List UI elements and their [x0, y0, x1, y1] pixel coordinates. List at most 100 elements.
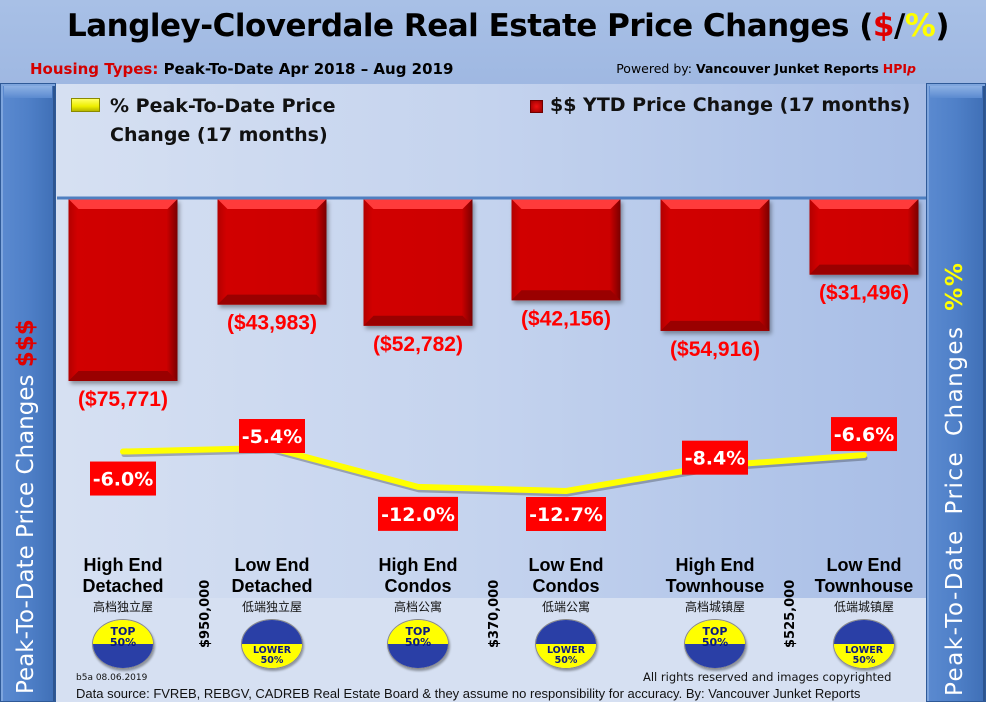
bar-rect: [217, 199, 327, 305]
bar-bevel-top: [660, 199, 770, 209]
pct-label-6: -6.6%: [831, 417, 897, 452]
footer-code: b5a 08.06.2019: [76, 673, 148, 683]
title-slash: /: [893, 8, 905, 44]
category-label: High End Townhouse: [640, 555, 790, 597]
badge-line2: 50%: [260, 655, 284, 666]
footer-source: Data source: FVREB, REBGV, CADREB Real E…: [76, 686, 861, 701]
bar-rect: [363, 199, 473, 326]
pct-label-box: [526, 497, 606, 531]
bar-bevel-bottom: [217, 294, 327, 305]
lower-50-badge-icon: LOWER 50%: [535, 619, 597, 669]
bar-bevel-bottom: [660, 320, 770, 331]
badge-half: [834, 644, 894, 668]
powered-hpi: HPIp: [883, 61, 916, 76]
bar-rect: [511, 199, 621, 301]
pct-label-3: -12.0%: [378, 496, 458, 531]
lower-50-badge-icon: LOWER 50%: [833, 619, 895, 669]
bar-bevel-top: [809, 199, 919, 209]
bar-value-label: ($52,782): [373, 333, 463, 356]
category-line2: Detached: [82, 576, 164, 596]
pct-label-text: -6.6%: [834, 424, 895, 446]
category-line2: Townhouse: [814, 576, 914, 596]
bar-rect: [660, 199, 770, 331]
badge-text: LOWER 50%: [834, 646, 894, 666]
bar-value-label: ($43,983): [227, 312, 317, 335]
category-line1: Low End: [826, 555, 902, 575]
bar-rect: [68, 199, 178, 381]
badge-line2: 50%: [701, 636, 729, 649]
pct-label-box: [682, 440, 748, 475]
bar-5: [660, 199, 770, 331]
badge-half: [93, 644, 153, 668]
bar-value-label: ($31,496): [819, 282, 909, 305]
title-dollar: $: [872, 8, 895, 44]
title-close: ): [935, 8, 950, 44]
badge-half: [242, 620, 302, 644]
category-line1: High End: [675, 555, 755, 575]
right-axis-panel: Peak-To-Date Price Changes %%: [926, 83, 986, 702]
pct-label-text: -8.4%: [685, 448, 746, 470]
bar-value-label: ($54,916): [670, 338, 760, 361]
lower-50-badge-icon: LOWER 50%: [241, 619, 303, 669]
badge-half: [388, 644, 448, 668]
bar-value-label: ($75,771): [78, 388, 168, 411]
pct-label-4: -12.7%: [526, 497, 606, 531]
subtitle-range: Peak-To-Date Apr 2018 – Aug 2019: [163, 60, 454, 78]
price-threshold-label: $370,000: [487, 579, 502, 648]
category-line2: Townhouse: [665, 576, 765, 596]
badge-half: [536, 620, 596, 644]
pct-change-line: [120, 445, 867, 494]
pct-label-box: [90, 461, 156, 496]
badge-text: TOP 50%: [93, 626, 153, 648]
bar-bevel-bottom: [363, 315, 473, 326]
header-background: [0, 0, 986, 84]
price-threshold-label: $525,000: [783, 579, 798, 648]
category-chinese-label: 低端城镇屋: [833, 600, 894, 614]
bar-bevel-bottom: [68, 371, 178, 381]
category-line2: Detached: [231, 576, 313, 596]
badge-half: [685, 644, 745, 668]
hpi-text: HPI: [882, 61, 908, 76]
top-50-badge-icon: TOP 50%: [684, 619, 746, 669]
pct-label-box: [831, 417, 897, 452]
category-line1: High End: [378, 555, 458, 575]
pct-label-1: -6.0%: [90, 461, 156, 496]
bottom-band: [56, 598, 926, 702]
bar-3: [363, 199, 473, 326]
badge-half: [834, 620, 894, 644]
badge-half: [685, 620, 745, 644]
category-line1: High End: [83, 555, 163, 575]
pct-label-text: -5.4%: [242, 426, 303, 448]
category-label: High End Detached: [48, 555, 198, 597]
badge-line1: LOWER: [546, 645, 586, 656]
powered-name: Vancouver Junket Reports: [695, 61, 879, 76]
pct-label-text: -12.7%: [529, 504, 603, 526]
bar-4: [511, 199, 621, 301]
bar-2: [217, 199, 327, 305]
category-label: High End Condos: [343, 555, 493, 597]
badge-line2: 50%: [404, 636, 432, 649]
bar-bevel-top: [217, 199, 327, 209]
bar-1: [68, 199, 178, 381]
bar-bevel-bottom: [809, 264, 919, 275]
footer-rights: All rights reserved and images copyright…: [643, 670, 892, 684]
category-label: Low End Detached: [197, 555, 347, 597]
powered-prefix: Powered by:: [616, 61, 692, 76]
badge-half: [242, 644, 302, 668]
category-line1: Low End: [234, 555, 310, 575]
pct-label-2: -5.4%: [239, 419, 305, 453]
hpi-suffix: p: [907, 61, 916, 76]
badge-line1: TOP: [702, 625, 728, 638]
badge-text: LOWER 50%: [242, 646, 302, 666]
category-chinese-label: 低端独立屋: [241, 600, 302, 614]
pct-label-text: -12.0%: [381, 504, 455, 526]
top-50-badge-icon: TOP 50%: [92, 619, 154, 669]
pct-label-text: -6.0%: [93, 469, 154, 491]
legend-line-label: % Peak-To-Date Price Change (17 months): [110, 95, 336, 146]
badge-text: TOP 50%: [685, 626, 745, 648]
badge-line2: 50%: [109, 636, 137, 649]
top-50-badge-icon: TOP 50%: [387, 619, 449, 669]
category-chinese-label: 高档公寓: [393, 600, 442, 614]
title-text: Langley-Cloverdale Real Estate Price Cha…: [66, 8, 873, 44]
category-line2: Condos: [384, 576, 452, 596]
